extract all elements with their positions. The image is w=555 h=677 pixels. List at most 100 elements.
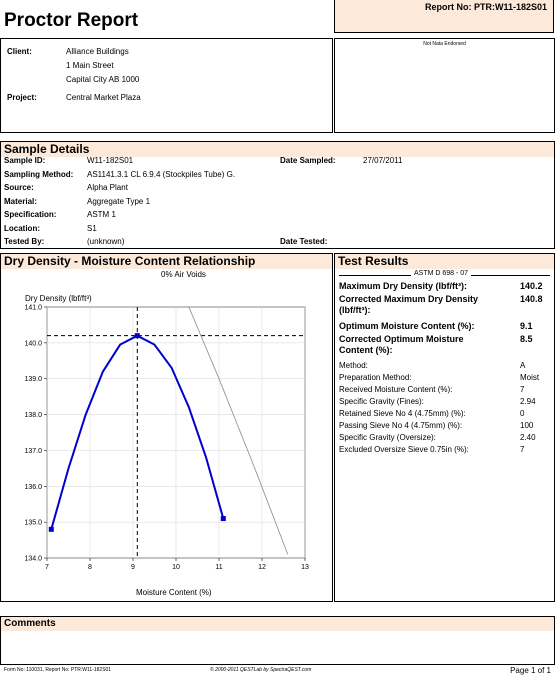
result-main-label: Corrected Optimum Moisture Content (%): bbox=[339, 334, 464, 355]
x-tick-label: 13 bbox=[301, 564, 309, 571]
x-tick-label: 8 bbox=[88, 564, 92, 571]
comments-box: Comments bbox=[0, 616, 555, 665]
result-detail-label: Specific Gravity (Fines): bbox=[339, 397, 424, 406]
endorsement-text: Not Nata Endorsed bbox=[423, 41, 466, 47]
x-tick-label: 11 bbox=[215, 564, 222, 571]
x-tick-label: 12 bbox=[258, 564, 266, 571]
x-tick-label: 7 bbox=[45, 564, 49, 571]
y-tick-label: 138.0 bbox=[24, 412, 42, 419]
chart-box: Dry Density - Moisture Content Relations… bbox=[0, 253, 333, 602]
sample-details-title: Sample Details bbox=[1, 142, 554, 157]
method-header: ASTM D 698 - 07 bbox=[339, 270, 550, 280]
client-name: Alliance Buildings bbox=[66, 47, 129, 56]
y-tick-label: 136.0 bbox=[24, 484, 42, 491]
result-main-value: 9.1 bbox=[520, 321, 533, 331]
result-detail-row: Specific Gravity (Fines): 2.94 bbox=[339, 397, 550, 406]
result-detail-label: Method: bbox=[339, 361, 368, 370]
footer-form-no: Form No: 110031, Report No: PTR:W11-182S… bbox=[4, 667, 112, 673]
result-detail-row: Preparation Method: Moist bbox=[339, 373, 550, 382]
footer-page: Page 1 of 1 bbox=[510, 666, 551, 675]
sample-row-label: Tested By: bbox=[4, 237, 45, 246]
sample-row-value: ASTM 1 bbox=[87, 210, 116, 219]
result-main-row: Corrected Optimum Moisture Content (%): 8… bbox=[339, 334, 550, 356]
date-tested-label: Date Tested: bbox=[280, 237, 328, 246]
client-address-2: Capital City AB 1000 bbox=[66, 75, 140, 84]
result-main-label: Maximum Dry Density (lbf/ft³): bbox=[339, 281, 468, 291]
test-results-box: Test Results ASTM D 698 - 07 Maximum Dry… bbox=[334, 253, 555, 602]
chart-legend: 0% Air Voids bbox=[161, 270, 206, 279]
report-number: Report No: PTR:W11-182S01 bbox=[424, 2, 547, 12]
report-number-box: Report No: PTR:W11-182S01 bbox=[334, 0, 554, 33]
result-detail-label: Preparation Method: bbox=[339, 373, 412, 382]
result-detail-value: 100 bbox=[520, 421, 534, 430]
result-detail-label: Passing Sieve No 4 (4.75mm) (%): bbox=[339, 421, 463, 430]
sample-row-label: Specification: bbox=[4, 210, 57, 219]
test-results-title: Test Results bbox=[335, 254, 554, 269]
sample-row-value: W11-182S01 bbox=[87, 156, 134, 165]
result-detail-row: Method: A bbox=[339, 361, 550, 370]
data-point-marker bbox=[48, 526, 54, 532]
result-detail-label: Excluded Oversize Sieve 0.75in (%): bbox=[339, 445, 469, 454]
y-tick-label: 139.0 bbox=[24, 376, 42, 383]
y-tick-label: 137.0 bbox=[24, 448, 42, 455]
date-sampled-label: Date Sampled: bbox=[280, 156, 336, 165]
data-point-marker bbox=[134, 333, 140, 339]
result-detail-row: Specific Gravity (Oversize): 2.40 bbox=[339, 433, 550, 442]
sample-details-box: Sample Details Sample ID: W11-182S01 Sampl… bbox=[0, 141, 555, 249]
endorsement-box: Not Nata Endorsed bbox=[334, 38, 555, 133]
sample-row-label: Material: bbox=[4, 196, 37, 206]
result-detail-row: Retained Sieve No 4 (4.75mm) (%): 0 bbox=[339, 409, 550, 418]
result-main-row: Optimum Moisture Content (%): 9.1 bbox=[339, 321, 550, 332]
chart-section-title: Dry Density - Moisture Content Relations… bbox=[1, 254, 332, 269]
y-tick-label: 134.0 bbox=[24, 556, 42, 563]
method-header-text: ASTM D 698 - 07 bbox=[411, 270, 472, 277]
project-name: Central Market Plaza bbox=[66, 93, 141, 102]
sample-row-value: S1 bbox=[87, 223, 97, 233]
sample-row-label: Location: bbox=[4, 223, 40, 233]
result-detail-label: Retained Sieve No 4 (4.75mm) (%): bbox=[339, 409, 466, 418]
footer-copyright: © 2000-2011 QESTLab by SpectraQEST.com bbox=[210, 667, 312, 673]
result-main-label: Optimum Moisture Content (%): bbox=[339, 321, 475, 331]
result-detail-value: A bbox=[520, 361, 526, 370]
result-main-value: 8.5 bbox=[520, 334, 533, 344]
sample-row-label: Source: bbox=[4, 183, 34, 192]
result-main-row: Maximum Dry Density (lbf/ft³): 140.2 bbox=[339, 281, 550, 292]
x-tick-label: 9 bbox=[131, 564, 135, 571]
result-detail-value: 7 bbox=[520, 445, 525, 454]
project-label: Project: bbox=[7, 93, 37, 102]
zero-air-voids-line bbox=[188, 306, 289, 555]
x-tick-label: 10 bbox=[172, 564, 180, 571]
y-tick-label: 135.0 bbox=[24, 520, 42, 527]
comments-title: Comments bbox=[1, 617, 554, 631]
result-detail-value: 0 bbox=[520, 409, 525, 418]
result-detail-row: Excluded Oversize Sieve 0.75in (%): 7 bbox=[339, 445, 550, 454]
result-detail-row: Passing Sieve No 4 (4.75mm) (%): 100 bbox=[339, 421, 550, 430]
result-detail-value: 2.40 bbox=[520, 433, 536, 442]
y-tick-label: 141.0 bbox=[24, 305, 42, 312]
data-point-marker bbox=[220, 516, 226, 522]
sample-row-value: Aggregate Type 1 bbox=[87, 196, 151, 206]
client-label: Client: bbox=[7, 47, 32, 56]
sample-row-label: Sample ID: bbox=[4, 156, 46, 165]
compaction-chart: 0% Air Voids Dry Density (lbf/ft³) Moistur… bbox=[24, 270, 309, 597]
y-tick-label: 140.0 bbox=[24, 340, 42, 347]
result-detail-value: 2.94 bbox=[520, 397, 536, 406]
result-main-value: 140.2 bbox=[520, 281, 543, 291]
date-sampled-value: 27/07/2011 bbox=[363, 156, 403, 165]
result-detail-value: Moist bbox=[520, 373, 540, 382]
chart-xlabel: Moisture Content (%) bbox=[136, 588, 212, 597]
chart-ylabel: Dry Density (lbf/ft³) bbox=[25, 294, 92, 303]
result-detail-row: Received Moisture Content (%): 7 bbox=[339, 385, 550, 394]
result-detail-label: Specific Gravity (Oversize): bbox=[339, 433, 436, 442]
sample-row-value: Alpha Plant bbox=[87, 183, 128, 192]
result-main-value: 140.8 bbox=[520, 294, 543, 304]
client-address-1: 1 Main Street bbox=[66, 61, 114, 70]
sample-row-value: (unknown) bbox=[87, 237, 125, 246]
client-box: Client: Alliance Buildings 1 Main Street… bbox=[0, 38, 333, 133]
report-title: Proctor Report bbox=[4, 10, 139, 31]
sample-row-label: Sampling Method: bbox=[4, 169, 74, 179]
result-main-label: Corrected Maximum Dry Density (lbf/ft³): bbox=[339, 294, 479, 315]
result-main-row: Corrected Maximum Dry Density (lbf/ft³):… bbox=[339, 294, 550, 316]
sample-row-value: AS1141.3.1 CL 6.9.4 (Stockpiles Tube) G. bbox=[87, 169, 236, 179]
result-detail-value: 7 bbox=[520, 385, 525, 394]
